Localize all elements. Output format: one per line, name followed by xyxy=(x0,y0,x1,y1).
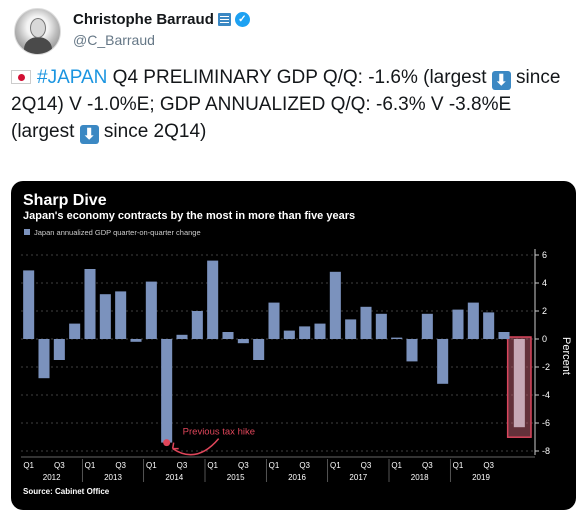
name-row: Christophe Barraud ✓ xyxy=(73,11,250,28)
avatar-face-shape xyxy=(30,18,46,38)
x-quarter-label: Q1 xyxy=(23,461,34,470)
japan-flag-icon xyxy=(11,70,31,84)
x-year-label: 2017 xyxy=(349,473,367,482)
tweet-text-part3: since 2Q14) xyxy=(98,121,207,142)
bar xyxy=(299,326,311,339)
y-tick-label: 0 xyxy=(542,334,547,344)
bar xyxy=(498,332,510,339)
tweet-header: Christophe Barraud ✓ @C_Barraud xyxy=(14,8,574,56)
y-tick-label: 4 xyxy=(542,278,547,288)
down-arrow-icon: ⬇ xyxy=(79,125,99,144)
annotation-dot xyxy=(163,439,171,447)
tweet-text: #JAPAN Q4 PRELIMINARY GDP Q/Q: -1.6% (la… xyxy=(11,64,576,145)
x-quarter-label: Q1 xyxy=(207,461,218,470)
bar xyxy=(253,339,265,360)
x-year-label: 2019 xyxy=(472,473,490,482)
bar xyxy=(222,332,234,339)
chart-subtitle: Japan's economy contracts by the most in… xyxy=(23,210,355,222)
annotation-arrowhead xyxy=(171,442,179,450)
bar xyxy=(191,311,203,339)
bar xyxy=(53,339,65,360)
bar xyxy=(145,281,157,339)
y-axis-label: Percent xyxy=(560,337,572,375)
bar xyxy=(437,339,449,384)
bar xyxy=(130,339,142,342)
x-year-label: 2018 xyxy=(411,473,429,482)
bar xyxy=(69,323,81,339)
x-quarter-label: Q3 xyxy=(299,461,310,470)
x-quarter-label: Q3 xyxy=(422,461,433,470)
bar xyxy=(115,291,127,339)
bar xyxy=(406,339,418,362)
bar xyxy=(391,337,403,339)
bar xyxy=(513,339,525,428)
avatar-body-shape xyxy=(24,37,52,54)
hashtag-link[interactable]: #JAPAN xyxy=(37,67,108,88)
bar xyxy=(329,271,341,339)
annotation-label: Previous tax hike xyxy=(183,427,255,438)
y-tick-label: 6 xyxy=(542,250,547,260)
x-quarter-label: Q1 xyxy=(330,461,341,470)
bar xyxy=(360,306,372,339)
x-quarter-label: Q3 xyxy=(54,461,65,470)
x-year-label: 2014 xyxy=(165,473,183,482)
tweet-text-part2: since 2Q14) V -1.0%E; GDP ANNUALIZED Q/Q… xyxy=(11,67,561,142)
down-arrow-icon: ⬇ xyxy=(491,71,511,90)
bar xyxy=(207,260,219,339)
x-quarter-label: Q1 xyxy=(453,461,464,470)
display-name[interactable]: Christophe Barraud xyxy=(73,11,214,28)
bar xyxy=(483,312,495,339)
avatar[interactable] xyxy=(14,8,61,55)
bar xyxy=(237,339,249,344)
bar xyxy=(176,334,188,339)
bar xyxy=(99,294,111,339)
legend-swatch xyxy=(24,229,30,235)
x-quarter-label: Q3 xyxy=(361,461,372,470)
x-quarter-label: Q3 xyxy=(483,461,494,470)
bar xyxy=(268,302,280,339)
bar xyxy=(345,319,357,339)
x-quarter-label: Q3 xyxy=(177,461,188,470)
verified-icon: ✓ xyxy=(234,12,250,27)
bar xyxy=(283,330,295,339)
x-quarter-label: Q1 xyxy=(391,461,402,470)
bar xyxy=(375,313,387,339)
bank-icon xyxy=(217,13,231,26)
bar xyxy=(452,309,464,339)
x-quarter-label: Q3 xyxy=(115,461,126,470)
chart-image[interactable]: Sharp Dive Japan's economy contracts by t… xyxy=(11,181,576,510)
bar xyxy=(84,269,96,339)
y-tick-label: -6 xyxy=(542,418,550,428)
y-tick-label: -8 xyxy=(542,446,550,456)
user-handle[interactable]: @C_Barraud xyxy=(73,32,155,48)
x-quarter-label: Q1 xyxy=(85,461,96,470)
bar xyxy=(161,339,173,443)
x-quarter-label: Q1 xyxy=(146,461,157,470)
bar xyxy=(421,313,433,339)
chart-title: Sharp Dive xyxy=(23,192,107,209)
x-year-label: 2012 xyxy=(43,473,61,482)
y-tick-label: 2 xyxy=(542,306,547,316)
bar xyxy=(314,323,326,339)
x-quarter-label: Q1 xyxy=(269,461,280,470)
legend-label: Japan annualized GDP quarter-on-quarter … xyxy=(34,228,201,237)
bar xyxy=(23,270,35,339)
x-year-label: 2016 xyxy=(288,473,306,482)
chart-source: Source: Cabinet Office xyxy=(23,487,110,496)
y-tick-label: -2 xyxy=(542,362,550,372)
tweet-text-part1: Q4 PRELIMINARY GDP Q/Q: -1.6% (largest xyxy=(107,67,492,88)
x-quarter-label: Q3 xyxy=(238,461,249,470)
y-tick-label: -4 xyxy=(542,390,550,400)
bar xyxy=(467,302,479,339)
x-year-label: 2015 xyxy=(227,473,245,482)
x-year-label: 2013 xyxy=(104,473,122,482)
bar xyxy=(38,339,50,379)
annotation-curve xyxy=(172,438,220,456)
